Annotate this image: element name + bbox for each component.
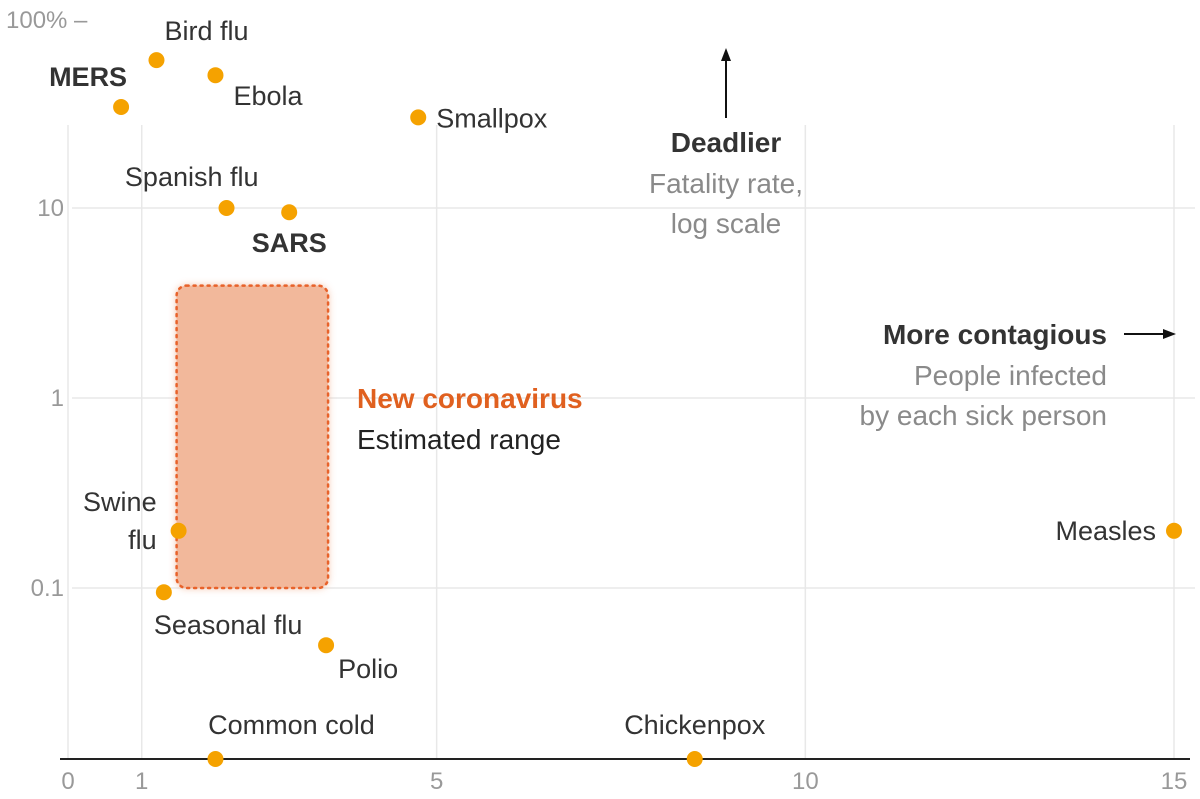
point-label-chickenpox: Chickenpox	[624, 710, 766, 740]
point-label-bird-flu: Bird flu	[164, 16, 248, 46]
point-mers	[113, 99, 130, 116]
range-title: New coronavirus	[357, 383, 583, 414]
point-label-common-cold: Common cold	[208, 710, 375, 740]
point-labels: Bird flu MERS Ebola Smallpox Spanish flu SARS…	[49, 16, 1156, 740]
data-points	[113, 52, 1182, 767]
point-measles	[1166, 522, 1182, 539]
point-label-polio: Polio	[338, 654, 398, 684]
range-box	[175, 284, 330, 590]
point-common-cold	[207, 751, 224, 767]
y-axis-caption-line1: Fatality rate,	[649, 168, 803, 199]
x-axis-title: More contagious	[883, 319, 1107, 350]
x-tick-label-5: 5	[430, 768, 443, 795]
point-label-smallpox: Smallpox	[436, 103, 548, 133]
x-tick-label-0: 0	[61, 768, 74, 795]
point-label-spanish-flu: Spanish flu	[125, 162, 259, 192]
y-axis-annotation: Deadlier Fatality rate, log scale	[649, 48, 803, 239]
point-ebola	[207, 67, 224, 84]
y-tick-label-0-1: 0.1	[31, 575, 64, 602]
point-spanish-flu	[218, 200, 235, 216]
y-axis-title: Deadlier	[671, 127, 782, 158]
x-tick-label-15: 15	[1161, 768, 1188, 795]
point-label-seasonal-flu: Seasonal flu	[154, 610, 303, 640]
point-swine-flu	[170, 522, 187, 539]
point-label-measles: Measles	[1055, 516, 1156, 546]
right-arrow-head-icon	[1163, 329, 1176, 339]
point-label-swine-flu: Swine flu	[83, 487, 157, 555]
y-tick-label-100: 100% –	[6, 7, 88, 34]
point-smallpox	[410, 109, 427, 126]
x-tick-label-10: 10	[792, 768, 819, 795]
point-chickenpox	[686, 751, 703, 767]
x-tick-label-1: 1	[135, 768, 148, 795]
point-bird-flu	[148, 52, 165, 69]
point-label-ebola: Ebola	[233, 81, 303, 111]
y-axis-caption-line2: log scale	[671, 208, 782, 239]
up-arrow-head-icon	[721, 48, 731, 61]
point-label-mers: MERS	[49, 62, 127, 92]
point-sars	[281, 204, 298, 221]
y-tick-label-1: 1	[51, 385, 64, 412]
coronavirus-range	[175, 284, 330, 590]
x-axis-annotation: More contagious People infected by each …	[860, 319, 1176, 431]
x-axis-caption-line1: People infected	[914, 360, 1107, 391]
point-polio	[318, 637, 335, 654]
range-subtitle: Estimated range	[357, 424, 561, 455]
y-tick-label-10: 10	[37, 195, 64, 222]
point-seasonal-flu	[155, 584, 172, 601]
x-axis-caption-line2: by each sick person	[860, 400, 1107, 431]
point-label-sars: SARS	[252, 228, 327, 258]
